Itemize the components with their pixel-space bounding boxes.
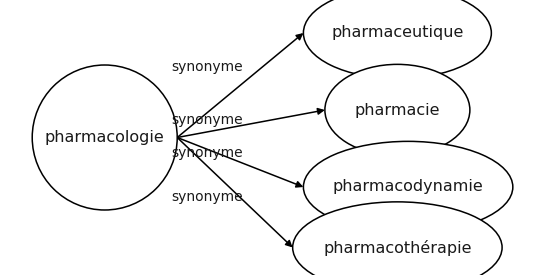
Text: pharmacie: pharmacie xyxy=(354,103,440,117)
Ellipse shape xyxy=(325,64,470,156)
Text: synonyme: synonyme xyxy=(171,146,243,159)
Ellipse shape xyxy=(293,202,502,275)
Text: synonyme: synonyme xyxy=(171,60,243,74)
Text: pharmacologie: pharmacologie xyxy=(45,130,164,145)
Text: pharmacothérapie: pharmacothérapie xyxy=(323,240,471,255)
Text: synonyme: synonyme xyxy=(171,113,243,127)
Text: synonyme: synonyme xyxy=(171,190,243,203)
Text: pharmaceutique: pharmaceutique xyxy=(331,26,463,40)
Ellipse shape xyxy=(303,141,513,233)
Ellipse shape xyxy=(32,65,177,210)
Text: pharmacodynamie: pharmacodynamie xyxy=(333,180,483,194)
Ellipse shape xyxy=(303,0,491,79)
